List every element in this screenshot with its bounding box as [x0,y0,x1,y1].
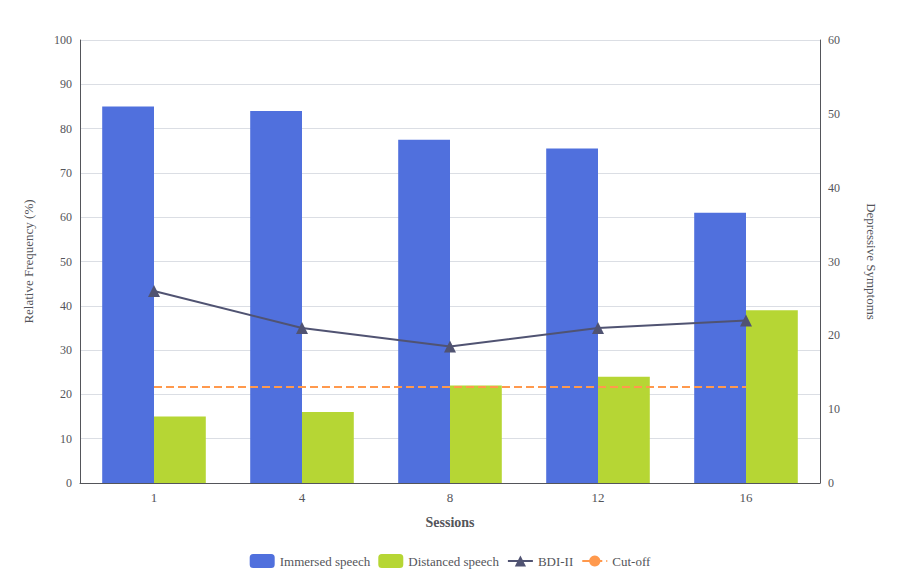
svg-text:60: 60 [60,210,72,224]
svg-text:30: 30 [60,343,72,357]
svg-text:100: 100 [54,33,72,47]
svg-text:50: 50 [828,107,840,121]
svg-text:Immersed speech: Immersed speech [280,554,371,569]
svg-text:40: 40 [60,299,72,313]
svg-text:50: 50 [60,255,72,269]
svg-text:90: 90 [60,77,72,91]
svg-text:30: 30 [828,255,840,269]
svg-text:4: 4 [299,490,306,505]
svg-text:1: 1 [151,490,158,505]
svg-text:20: 20 [828,328,840,342]
svg-text:BDI-II: BDI-II [538,554,573,569]
svg-text:70: 70 [60,166,72,180]
svg-text:Sessions: Sessions [425,515,475,530]
svg-text:12: 12 [592,490,605,505]
svg-text:60: 60 [828,33,840,47]
svg-text:80: 80 [60,122,72,136]
svg-text:20: 20 [60,387,72,401]
svg-text:16: 16 [740,490,754,505]
svg-text:Distanced speech: Distanced speech [408,554,499,569]
svg-text:10: 10 [828,402,840,416]
svg-text:40: 40 [828,181,840,195]
svg-text:Depressive Symptoms: Depressive Symptoms [864,203,879,320]
svg-text:Cut-off: Cut-off [612,554,651,569]
svg-text:10: 10 [60,432,72,446]
svg-text:8: 8 [447,490,454,505]
svg-text:Relative Frequency (%): Relative Frequency (%) [21,199,36,323]
svg-text:0: 0 [828,476,834,490]
svg-text:0: 0 [66,476,72,490]
